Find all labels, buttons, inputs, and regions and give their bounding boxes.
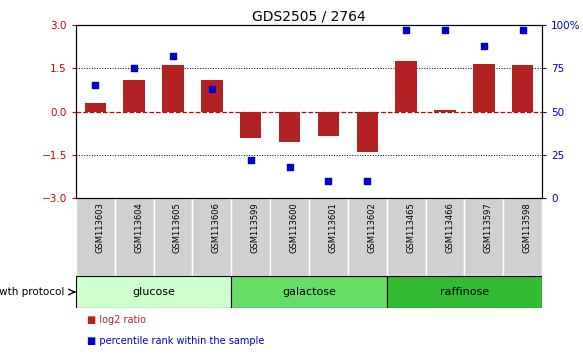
Text: GSM113600: GSM113600: [290, 202, 298, 253]
Bar: [270, 198, 309, 276]
Point: [129, 65, 139, 71]
Bar: [124, 80, 145, 112]
Text: ■ percentile rank within the sample: ■ percentile rank within the sample: [87, 336, 265, 346]
Bar: [231, 276, 387, 308]
Text: raffinose: raffinose: [440, 287, 489, 297]
Bar: [192, 198, 231, 276]
Bar: [426, 198, 465, 276]
Bar: [85, 103, 106, 112]
Point: [518, 27, 528, 33]
Point: [402, 27, 411, 33]
Bar: [240, 112, 261, 137]
Bar: [153, 198, 192, 276]
Bar: [309, 198, 348, 276]
Bar: [115, 198, 153, 276]
Text: GSM113602: GSM113602: [367, 202, 376, 253]
Text: GSM113603: GSM113603: [95, 202, 104, 253]
Point: [440, 27, 449, 33]
Bar: [76, 276, 231, 308]
Text: GSM113604: GSM113604: [134, 202, 143, 253]
Text: GSM113597: GSM113597: [484, 202, 493, 253]
Point: [168, 53, 178, 59]
Point: [285, 164, 294, 170]
Text: glucose: glucose: [132, 287, 175, 297]
Point: [246, 157, 255, 163]
Point: [90, 82, 100, 88]
Bar: [434, 110, 456, 112]
Text: galactose: galactose: [282, 287, 336, 297]
Bar: [395, 61, 417, 112]
Text: GSM113466: GSM113466: [445, 202, 454, 253]
Text: GSM113606: GSM113606: [212, 202, 221, 253]
Text: GSM113605: GSM113605: [173, 202, 182, 253]
Text: GSM113601: GSM113601: [328, 202, 338, 253]
Bar: [503, 198, 542, 276]
Bar: [512, 65, 533, 112]
Point: [324, 178, 333, 184]
Text: GSM113599: GSM113599: [251, 202, 259, 253]
Point: [479, 43, 489, 48]
Text: ■ log2 ratio: ■ log2 ratio: [87, 315, 146, 325]
Bar: [76, 198, 115, 276]
Text: GSM113598: GSM113598: [523, 202, 532, 253]
Bar: [318, 112, 339, 136]
Bar: [279, 112, 300, 142]
Bar: [473, 64, 494, 112]
Bar: [231, 198, 270, 276]
Point: [363, 178, 372, 184]
Text: growth protocol: growth protocol: [0, 287, 64, 297]
Bar: [465, 198, 503, 276]
Title: GDS2505 / 2764: GDS2505 / 2764: [252, 10, 366, 24]
Bar: [387, 198, 426, 276]
Bar: [387, 276, 542, 308]
Bar: [348, 198, 387, 276]
Point: [207, 86, 216, 92]
Bar: [357, 112, 378, 152]
Bar: [162, 65, 184, 112]
Bar: [201, 80, 223, 112]
Text: GSM113465: GSM113465: [406, 202, 415, 253]
